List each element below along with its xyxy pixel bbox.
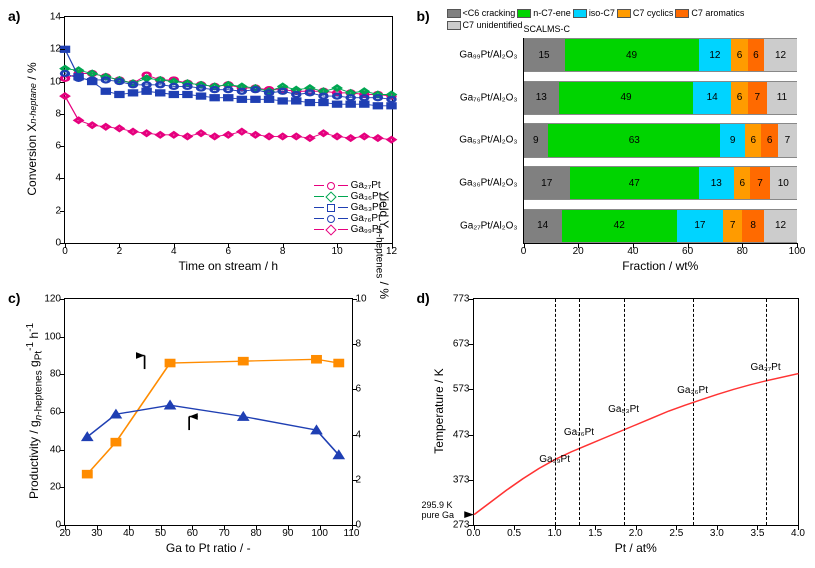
bar-segment: 6 bbox=[761, 123, 777, 157]
bar-segment: 12 bbox=[764, 38, 797, 72]
panel-d-label: d) bbox=[417, 290, 430, 306]
panel-c: c) 2030405060708090100110020406080100120… bbox=[8, 290, 399, 560]
panel-a: a) 02468101202468101214Time on stream / … bbox=[8, 8, 399, 278]
bar-segment: 7 bbox=[723, 209, 742, 243]
bar-segment: 47 bbox=[570, 166, 699, 200]
panel-b-label: b) bbox=[417, 8, 430, 24]
bar-segment: 8 bbox=[742, 209, 764, 243]
bar-segment: 6 bbox=[731, 38, 747, 72]
bar-segment: 42 bbox=[562, 209, 677, 243]
bar-segment: 11 bbox=[767, 81, 797, 115]
bar-segment: 10 bbox=[770, 166, 797, 200]
bar-segment: 9 bbox=[720, 123, 745, 157]
bar-segment: 17 bbox=[677, 209, 723, 243]
bar-segment: 49 bbox=[559, 81, 693, 115]
bar-segment: 6 bbox=[734, 166, 750, 200]
panel-b-plot: SCALMS-CGa₉₉Pt/Al₂O₃1549126612Ga₇₆Pt/Al₂… bbox=[523, 38, 798, 244]
panel-b: b) <C6 crackingn-C7-eneiso-C7C7 cyclicsC… bbox=[417, 8, 808, 278]
panel-a-plot: 02468101202468101214Time on stream / hCo… bbox=[64, 16, 393, 244]
bar-segment: 7 bbox=[748, 81, 767, 115]
bar-segment: 13 bbox=[699, 166, 735, 200]
panel-c-label: c) bbox=[8, 290, 20, 306]
bar-segment: 6 bbox=[748, 38, 764, 72]
bar-segment: 15 bbox=[524, 38, 565, 72]
bar-segment: 7 bbox=[750, 166, 769, 200]
panel-b-legend: <C6 crackingn-C7-eneiso-C7C7 cyclicsC7 a… bbox=[447, 8, 804, 30]
bar-segment: 9 bbox=[524, 123, 549, 157]
bar-segment: 12 bbox=[764, 209, 797, 243]
bar-segment: 13 bbox=[524, 81, 560, 115]
bar-segment: 49 bbox=[565, 38, 699, 72]
bar-segment: 17 bbox=[524, 166, 570, 200]
bar-segment: 7 bbox=[778, 123, 797, 157]
panel-a-label: a) bbox=[8, 8, 20, 24]
panel-d: d) 0.00.51.01.52.02.53.03.54.02733734735… bbox=[417, 290, 808, 560]
bar-segment: 14 bbox=[693, 81, 731, 115]
panel-c-plot: 2030405060708090100110020406080100120024… bbox=[64, 298, 353, 526]
bar-segment: 6 bbox=[745, 123, 761, 157]
bar-segment: 12 bbox=[699, 38, 732, 72]
panel-d-plot: 0.00.51.01.52.02.53.03.54.02733734735736… bbox=[473, 298, 800, 526]
bar-segment: 14 bbox=[524, 209, 562, 243]
bar-segment: 6 bbox=[731, 81, 747, 115]
bar-segment: 63 bbox=[548, 123, 720, 157]
